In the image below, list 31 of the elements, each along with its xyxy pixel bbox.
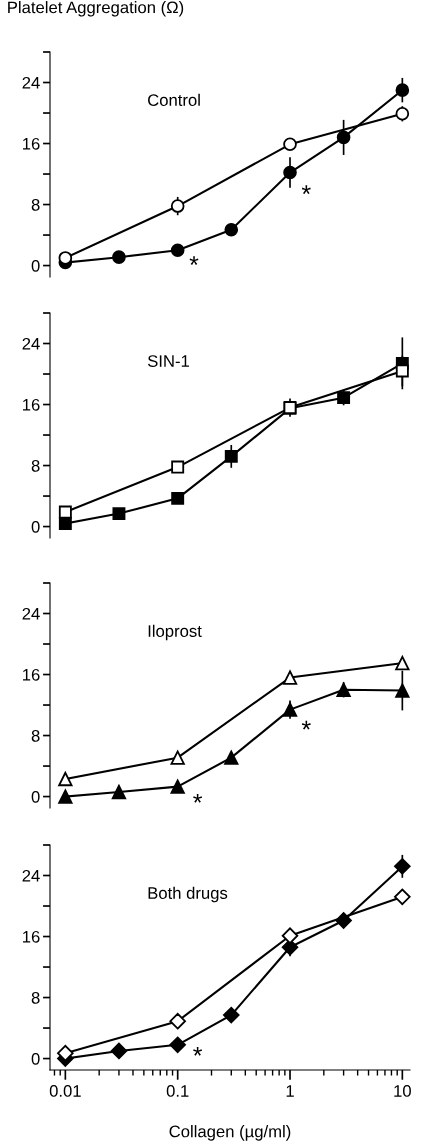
annotation: SIN-1 <box>147 355 189 367</box>
y-tick-label: 8 <box>31 729 40 742</box>
y-tick-label: 16 <box>23 668 40 681</box>
annotation: * <box>193 793 203 803</box>
y-tick-label: 24 <box>22 607 40 620</box>
annotation: Iloprost <box>148 624 202 641</box>
x-tick-label: 0.01 <box>49 1085 81 1097</box>
y-tick-label: 16 <box>23 930 40 943</box>
chart-title: Platelet Aggregation (Ω) <box>8 1 184 17</box>
y-tick-label: 0 <box>31 520 40 533</box>
x-tick-label: 10 <box>394 1085 411 1097</box>
x-axis-title: Collagen (µg/ml) <box>169 1125 291 1141</box>
y-tick-label: 0 <box>31 259 40 272</box>
y-tick-label: 8 <box>31 459 40 472</box>
annotation: Both drugs <box>148 886 228 903</box>
y-tick-label: 16 <box>23 137 40 150</box>
annotation: * <box>193 1046 203 1056</box>
y-tick-label: 8 <box>31 991 40 1004</box>
annotation: Control <box>148 93 200 106</box>
y-tick-label: 24 <box>22 337 40 350</box>
y-tick-label: 24 <box>22 76 40 89</box>
y-tick-label: 16 <box>23 398 40 411</box>
y-tick-label: 24 <box>22 869 40 882</box>
annotation: * <box>301 720 311 730</box>
y-tick-label: 0 <box>31 790 40 803</box>
y-tick-label: 0 <box>31 1052 40 1065</box>
y-tick-label: 8 <box>31 198 40 211</box>
x-tick-label: 1 <box>286 1085 294 1097</box>
x-tick-label: 0.1 <box>166 1085 189 1097</box>
annotation: * <box>189 256 199 265</box>
annotation: * <box>301 185 311 195</box>
